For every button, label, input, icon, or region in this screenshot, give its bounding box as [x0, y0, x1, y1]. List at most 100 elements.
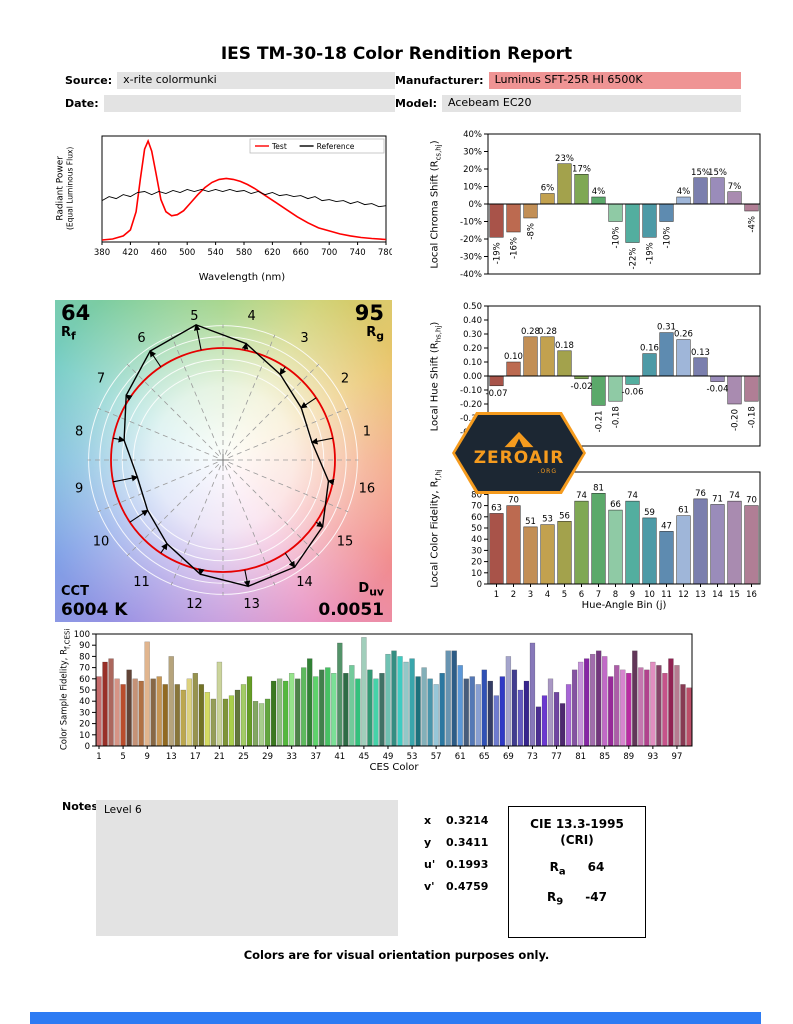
value-label: -4%: [748, 216, 758, 233]
bar: [120, 684, 126, 747]
bar: [523, 336, 538, 377]
spoke-line: [126, 363, 220, 457]
bar: [421, 667, 427, 747]
bar: [397, 656, 403, 747]
notes-field[interactable]: Level 6: [96, 800, 398, 936]
bar: [710, 504, 725, 585]
y-tick-label: 70: [471, 502, 482, 512]
y-tick-label: 50: [79, 686, 90, 696]
value-label: 56: [559, 511, 570, 521]
bar: [343, 673, 349, 747]
bar: [288, 673, 295, 747]
spd-chart: Radiant Power (Equal Luminous Flux) 380 4…: [52, 126, 397, 291]
y-tick-label: 90: [79, 641, 90, 651]
value-label: 0.13: [691, 348, 710, 358]
value-label: 74: [627, 491, 638, 501]
chromaticity-values: x 0.3214 y 0.3411 u' 0.1993 v' 0.4759: [424, 814, 488, 902]
bar: [174, 684, 180, 747]
bar: [642, 353, 657, 377]
bar: [489, 513, 504, 585]
bar: [608, 375, 623, 402]
x-tick-label: 1: [494, 590, 499, 600]
bar: [523, 680, 530, 747]
bar: [693, 357, 708, 377]
bar: [451, 650, 457, 747]
x-tick-label: 5: [120, 752, 125, 760]
model-field[interactable]: Acebeam EC20: [442, 95, 741, 112]
bar: [547, 678, 554, 747]
x-tick-label: 37: [310, 752, 321, 760]
reference-curve: [101, 189, 387, 208]
bin-number: 7: [97, 371, 105, 386]
bar: [307, 658, 313, 747]
r9-value: -47: [585, 890, 607, 905]
y-tick-label: 30: [471, 546, 482, 556]
bar: [557, 163, 572, 205]
bar: [379, 673, 385, 747]
value-label: -16%: [510, 237, 520, 259]
spoke-line: [97, 407, 218, 459]
x-tick-label: 49: [383, 752, 394, 760]
value-label: 0.26: [674, 330, 693, 340]
bar: [499, 676, 506, 747]
bar: [591, 375, 606, 406]
bar: [553, 692, 560, 747]
bar: [686, 687, 692, 747]
bin-number: 11: [133, 575, 150, 590]
bin-number: 12: [186, 597, 203, 612]
y-tick-label: -20%: [460, 235, 482, 245]
manufacturer-field[interactable]: Luminus SFT-25R HI 6500K: [488, 72, 741, 89]
bar: [246, 676, 253, 747]
report-info-grid: Source: x-rite colormunki Manufacturer: …: [65, 72, 741, 112]
bar: [252, 700, 259, 747]
cct-value: 6004 K: [61, 600, 128, 620]
bar: [475, 684, 481, 747]
bar: [676, 196, 691, 205]
legend-box: [249, 138, 385, 154]
bar: [481, 669, 487, 747]
bin-number: 8: [75, 424, 83, 439]
axis-box: [487, 471, 761, 585]
bar: [659, 203, 674, 222]
bar: [710, 177, 725, 205]
bar: [198, 684, 205, 747]
x-tick-label: 740: [349, 248, 365, 258]
shift-arrow: [310, 437, 333, 445]
x-tick-label: 65: [479, 752, 490, 760]
bar: [234, 689, 241, 747]
bar: [313, 676, 319, 747]
bar: [644, 669, 650, 747]
bar: [282, 680, 289, 747]
value-label: -0.07: [486, 389, 508, 399]
bar: [493, 695, 500, 747]
x-tick-label: 16: [746, 590, 757, 600]
manufacturer-label: Manufacturer:: [395, 74, 484, 87]
bar: [557, 521, 572, 585]
footer-note: Colors are for visual orientation purpos…: [243, 948, 550, 962]
bar: [650, 661, 656, 747]
bar: [656, 665, 662, 747]
bar: [620, 669, 626, 747]
bar: [427, 678, 433, 747]
x-tick-label: 8: [613, 590, 618, 600]
bar: [186, 678, 192, 747]
x-tick-label: 15: [729, 590, 740, 600]
x-tick-label: 57: [431, 752, 442, 760]
date-field[interactable]: [103, 95, 395, 112]
manufacturer-cell: Manufacturer: Luminus SFT-25R HI 6500K: [395, 72, 741, 89]
y-tick-label: 50: [471, 524, 482, 534]
bin-number: 4: [247, 309, 255, 324]
spoke-line: [224, 334, 276, 455]
x-tick-label: 660: [293, 248, 309, 258]
x-tick-label: 9: [630, 590, 635, 600]
x-tick-label: 89: [623, 752, 634, 760]
bar: [591, 493, 606, 585]
x-tick-label: 53: [407, 752, 418, 760]
x-tick-label: 61: [455, 752, 466, 760]
bar: [608, 203, 623, 222]
y-tick-label: 0.30: [463, 330, 482, 340]
source-field[interactable]: x-rite colormunki: [117, 72, 395, 89]
value-label: -19%: [646, 242, 656, 264]
chroma-shift-chart: Local Chroma Shift (Rcs,hj) 40% 30% 20% 10%…: [426, 124, 774, 296]
bar: [210, 698, 217, 747]
